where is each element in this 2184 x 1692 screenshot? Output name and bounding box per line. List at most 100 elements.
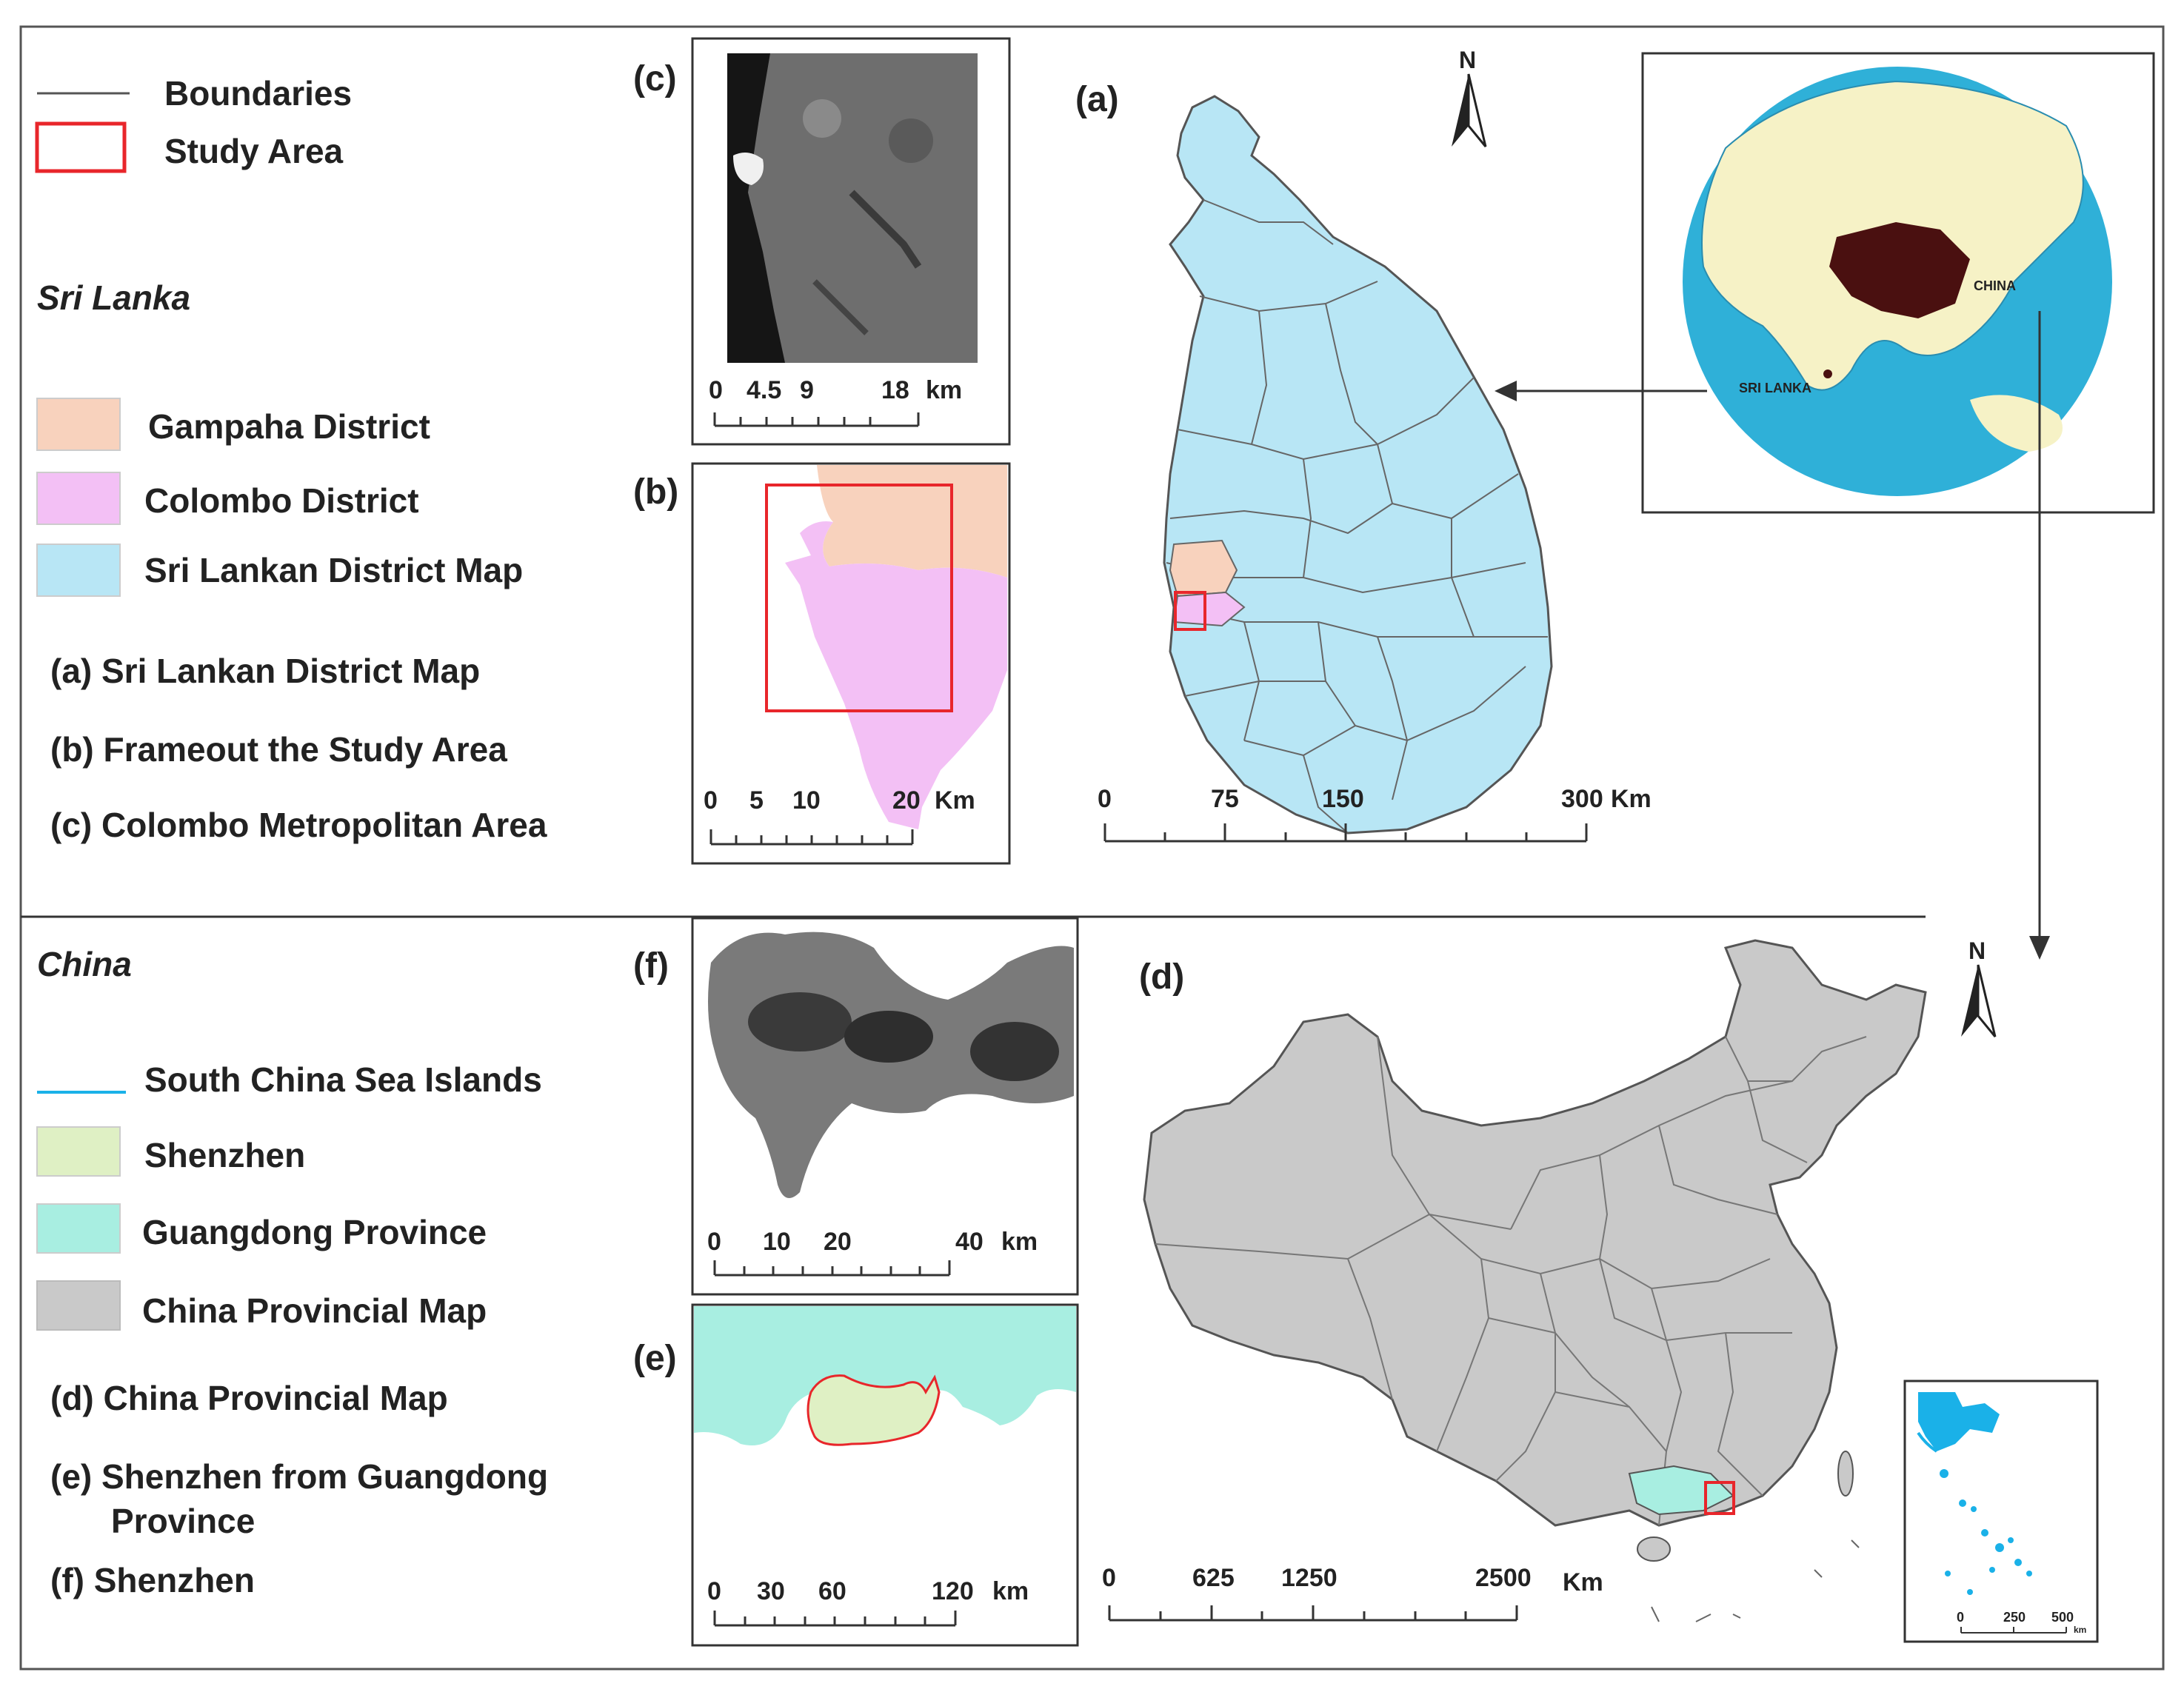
legend-district-map: Sri Lankan District Map [144,551,523,589]
scalebar-inset-t0: 0 [1957,1610,1964,1625]
legend-colombo: Colombo District [144,481,419,520]
inset-coast [1918,1392,2000,1451]
urban-patch-2 [889,118,933,163]
legend-scs-islands: South China Sea Islands [144,1060,542,1099]
scalebar-f-t3: 40 [955,1228,984,1256]
gampaha-area-b [817,465,1007,578]
scalebar-e-t0: 0 [707,1577,721,1605]
scalebar-inset: 0 250 500 km [1957,1610,2086,1635]
scs-island [1989,1567,1995,1573]
scalebar-c-t1: 4.5 [747,376,781,404]
sri-lanka-legend: Boundaries Study Area Sri Lanka Gampaha … [35,74,547,844]
north-label-d: N [1968,937,1986,964]
scalebar-c-t3: 18 [881,376,909,404]
forest-patch [748,992,852,1051]
panel-c-label: (c) [633,59,677,98]
north-arrow-a: N [1452,47,1487,147]
scalebar-e: 0 30 60 120 km [707,1577,1029,1627]
shenzhen-swatch [36,1126,121,1177]
province-boundaries [1155,1036,1867,1526]
scs-island [1945,1571,1951,1576]
scalebar-inset-unit: km [2074,1625,2086,1635]
scs-island [2014,1559,2022,1566]
china-on-globe [1829,222,1970,318]
figure-frame [19,25,2165,1671]
gampaha-district [1169,539,1238,598]
scs-island [1971,1506,1977,1512]
scalebar-f-t1: 10 [763,1228,791,1256]
north-arrow-d: N [1961,937,1997,1037]
scalebar-b-unit: Km [935,786,975,815]
sri-lanka-heading: Sri Lanka [37,278,190,317]
scalebar-d-t0: 0 [1102,1564,1116,1592]
china-legend: China South China Sea Islands Shenzhen G… [36,945,548,1599]
scs-island [1940,1469,1948,1478]
study-area-frame-b [765,484,953,712]
guangdong-area [694,1306,1076,1445]
gampaha-swatch [36,398,121,451]
panel-a-label: (a) [1075,80,1119,119]
port-area [733,153,764,185]
legend-guangdong: Guangdong Province [142,1213,487,1251]
scs-island [2026,1571,2032,1576]
panel-f-label: (f) [633,946,669,986]
colombo-swatch [36,472,121,525]
scalebar-f-t2: 20 [824,1228,852,1256]
legend-boundaries: Boundaries [164,74,352,113]
panel-d-label: (d) [1139,957,1184,997]
scalebar-inset-t1: 250 [2003,1610,2026,1625]
scalebar-d-t3: 2500 [1475,1564,1532,1592]
legend-item-c: (c) Colombo Metropolitan Area [50,806,547,844]
scalebar-a-t0: 0 [1098,785,1112,813]
legend-item-a: (a) Sri Lankan District Map [50,652,480,690]
scalebar-c-unit: km [926,376,962,404]
legend-item-f: (f) Shenzhen [50,1561,255,1599]
scalebar-b-t3: 20 [892,786,921,815]
panel-a: (a) N [1075,47,1652,843]
scalebar-d-t1: 625 [1192,1564,1235,1592]
wetland-strip-2 [812,279,869,335]
panel-b-label: (b) [633,472,678,512]
guangdong-swatch [36,1203,121,1254]
sri-lanka-on-globe [1823,370,1832,378]
scalebar-d-t2: 1250 [1281,1564,1338,1592]
scalebar-c-t2: 9 [800,376,814,404]
inset-coastline [1917,1431,1938,1453]
scalebar-b-t2: 10 [792,786,821,815]
scalebar-b: 0 5 10 20 Km [704,786,975,846]
scalebar-inset-t2: 500 [2051,1610,2074,1625]
scalebar-e-unit: km [992,1577,1029,1605]
scs-island [1967,1589,1973,1595]
connector-arrows [1495,311,2050,960]
scalebar-f-t0: 0 [707,1228,721,1256]
scalebar-e-t1: 30 [757,1577,785,1605]
study-area-frame-d [1704,1481,1735,1515]
sea-area [727,53,785,363]
scs-island [1959,1499,1966,1507]
legend-china-provincial: China Provincial Map [142,1291,487,1330]
panel-b: (b) 0 5 10 20 Km [633,462,1011,865]
scalebar-a: 0 75 150 300 Km [1098,785,1652,843]
study-area-frame-a [1174,591,1206,631]
legend-gampaha: Gampaha District [148,407,430,446]
study-area-swatch [35,121,127,173]
shenzhen-area [807,1374,941,1446]
scalebar-c: 0 4.5 9 18 km [709,376,962,427]
china-heading: China [37,945,132,983]
scalebar-a-t2: 150 [1322,785,1364,813]
scalebar-b-t1: 5 [749,786,764,815]
globe-sri-lanka-label: SRI LANKA [1739,381,1811,395]
hainan-island [1637,1536,1671,1562]
globe-china-label: CHINA [1974,278,2016,293]
china-outline [1143,939,1927,1527]
district-map-swatch [36,544,121,597]
scalebar-a-unit: Km [1611,785,1652,813]
legend-study-area: Study Area [164,132,344,170]
legend-shenzhen: Shenzhen [144,1136,305,1174]
scs-island [1981,1529,1988,1536]
legend-item-e-line1: (e) Shenzhen from Guangdong [50,1457,548,1496]
scalebar-c-t0: 0 [709,376,723,404]
scalebar-d: 0 625 1250 2500 Km [1102,1564,1603,1622]
scalebar-a-t1: 75 [1211,785,1239,813]
